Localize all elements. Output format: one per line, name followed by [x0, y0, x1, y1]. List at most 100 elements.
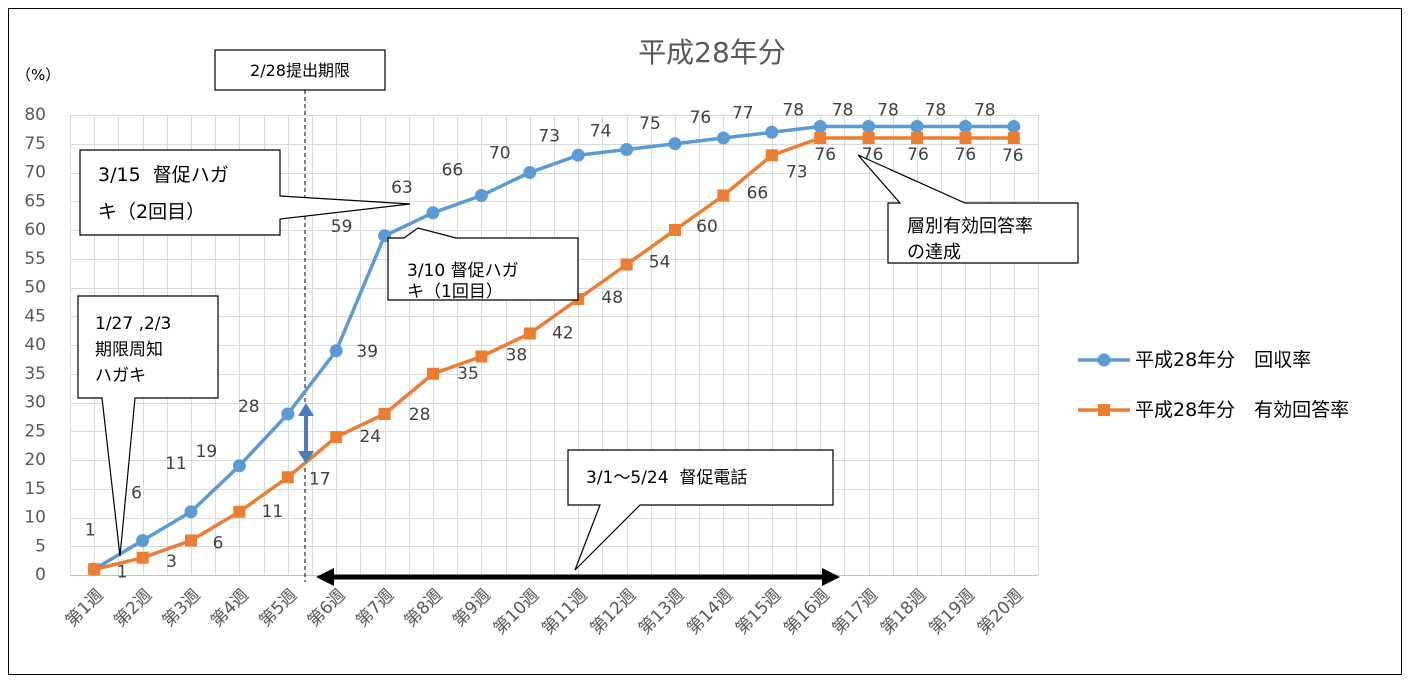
callout-deadline: 2/28提出期限 — [214, 49, 386, 91]
valid-response-rate-data-label: 38 — [506, 346, 528, 366]
callout-box — [567, 449, 834, 571]
gap-arrow-head-up-icon — [298, 403, 314, 416]
valid-response-rate-data-point — [717, 189, 730, 202]
callout-text-line-1: 3/15 督促ハガ — [98, 164, 229, 186]
collection-rate-data-label: 77 — [732, 103, 754, 123]
valid-response-rate-data-label: 66 — [747, 184, 769, 204]
collection-rate-data-point — [813, 120, 827, 133]
y-tick-label: 40 — [24, 335, 46, 355]
collection-rate-data-point — [910, 120, 924, 133]
valid-response-rate-line — [92, 136, 1016, 572]
y-axis-tick-labels: 0 5 10 15 20 25 30 35 40 45 50 55 60 65 70 75 80 — [24, 105, 46, 585]
valid-response-rate-data-label: 54 — [649, 253, 671, 273]
valid-response-rate-data-point — [136, 551, 149, 564]
valid-response-rate-data-label: 35 — [457, 364, 479, 384]
period-arrow-head-left-icon — [316, 568, 334, 586]
collection-rate-data-point — [474, 189, 488, 202]
valid-response-rate-data-point — [669, 224, 681, 236]
collection-rate-data-label: 74 — [590, 122, 612, 142]
collection-rate-data-label: 73 — [538, 126, 560, 146]
valid-response-rate-data-label: 11 — [262, 502, 284, 522]
y-tick-label: 15 — [24, 479, 46, 499]
legend-square-marker-icon — [1098, 404, 1110, 416]
valid-response-rate-data-point — [911, 132, 923, 144]
valid-response-rate-data-point — [281, 471, 294, 484]
valid-response-rate-data-label: 73 — [786, 162, 808, 182]
callout-reminder-phone-calls: 3/1～5/24 督促電話 — [567, 449, 834, 571]
valid-response-rate-data-point — [475, 350, 488, 363]
y-tick-label: 45 — [24, 306, 46, 326]
callout-text-line-3: ハガキ — [95, 366, 146, 386]
valid-response-rate-data-point — [427, 367, 439, 380]
callout-text-line-2: の達成 — [907, 242, 961, 263]
y-tick-label: 75 — [24, 134, 46, 154]
callout-reminder-postcard-2nd: 3/15 督促ハガ キ（2回目） — [79, 149, 411, 236]
callout-box — [77, 295, 219, 557]
legend: 平成28年分 回収率 平成28年分 有効回答率 — [1078, 349, 1349, 421]
collection-rate-data-point — [329, 344, 343, 358]
y-tick-label: 65 — [24, 191, 46, 211]
chart-title: 平成28年分 — [638, 36, 786, 69]
valid-response-rate-data-point — [378, 408, 391, 420]
collection-rate-data-point — [184, 505, 198, 519]
collection-rate-data-point — [1007, 120, 1021, 133]
collection-rate-data-label: 78 — [832, 101, 854, 121]
callout-box — [387, 227, 579, 301]
collection-rate-data-label: 39 — [356, 342, 378, 362]
y-tick-label: 60 — [24, 220, 46, 240]
legend-label: 平成28年分 有効回答率 — [1135, 399, 1349, 421]
phone-reminder-period-arrow — [316, 568, 840, 586]
collection-rate-data-label: 70 — [489, 144, 511, 164]
valid-response-rate-data-label: 42 — [552, 324, 574, 344]
collection-rate-data-point — [232, 459, 246, 473]
callout-text-line-1: 1/27 ,2/3 — [95, 314, 171, 334]
valid-response-rate-data-label: 60 — [696, 217, 718, 237]
collection-rate-data-point — [765, 125, 779, 139]
y-tick-label: 0 — [35, 565, 46, 585]
y-tick-label: 80 — [24, 105, 46, 125]
y-tick-label: 20 — [24, 450, 46, 470]
valid-response-rate-data-label: 24 — [359, 427, 381, 447]
valid-response-rate-data-point — [765, 149, 778, 162]
collection-rate-data-point — [716, 131, 730, 145]
valid-response-rate-data-point — [959, 132, 972, 144]
collection-rate-data-label: 66 — [442, 161, 464, 181]
callout-box — [79, 149, 411, 236]
collection-rate-data-label: 78 — [925, 101, 947, 121]
callout-text-line-1: 3/10 督促ハガ — [407, 261, 519, 281]
callout-text-line-2: 期限周知 — [95, 340, 163, 360]
collection-rate-data-label: 63 — [391, 178, 413, 198]
callout-text-line-1: 層別有効回答率 — [907, 216, 1033, 237]
y-tick-label: 25 — [24, 421, 46, 441]
valid-response-rate-data-point — [330, 431, 343, 443]
callout-text: 3/1～5/24 督促電話 — [586, 468, 747, 488]
collection-rate-data-label: 78 — [877, 101, 899, 121]
collection-rate-data-point — [668, 137, 682, 151]
valid-response-rate-data-label: 17 — [309, 469, 331, 489]
legend-circle-marker-icon — [1097, 353, 1111, 367]
collection-rate-data-label: 11 — [165, 454, 187, 474]
valid-response-rate-data-label: 76 — [955, 145, 977, 165]
y-tick-label: 30 — [24, 393, 46, 413]
gap-arrow-head-down-icon — [298, 451, 314, 464]
collection-rate-data-label: 78 — [974, 101, 996, 121]
collection-rate-data-point — [571, 148, 585, 162]
collection-rate-data-label: 76 — [690, 108, 712, 128]
collection-rate-data-point — [523, 166, 537, 179]
valid-response-rate-data-point — [88, 563, 101, 576]
valid-response-rate-data-point — [862, 132, 875, 144]
legend-label: 平成28年分 回収率 — [1135, 349, 1311, 371]
collection-rate-data-point — [281, 407, 295, 421]
gap-double-arrow — [298, 403, 314, 464]
valid-response-rate-data-label: 6 — [213, 534, 224, 554]
collection-rate-data-label: 28 — [238, 397, 260, 417]
callout-text-line-2: キ（2回目） — [98, 201, 205, 223]
y-axis-unit: （%） — [16, 66, 60, 84]
valid-response-rate-data-point — [185, 534, 197, 547]
legend-item-collection-rate: 平成28年分 回収率 — [1078, 349, 1311, 371]
valid-response-rate-data-point — [233, 505, 246, 518]
y-tick-label: 70 — [24, 163, 46, 183]
collection-rate-data-point — [862, 120, 876, 133]
valid-response-rate-data-point — [1007, 132, 1020, 144]
